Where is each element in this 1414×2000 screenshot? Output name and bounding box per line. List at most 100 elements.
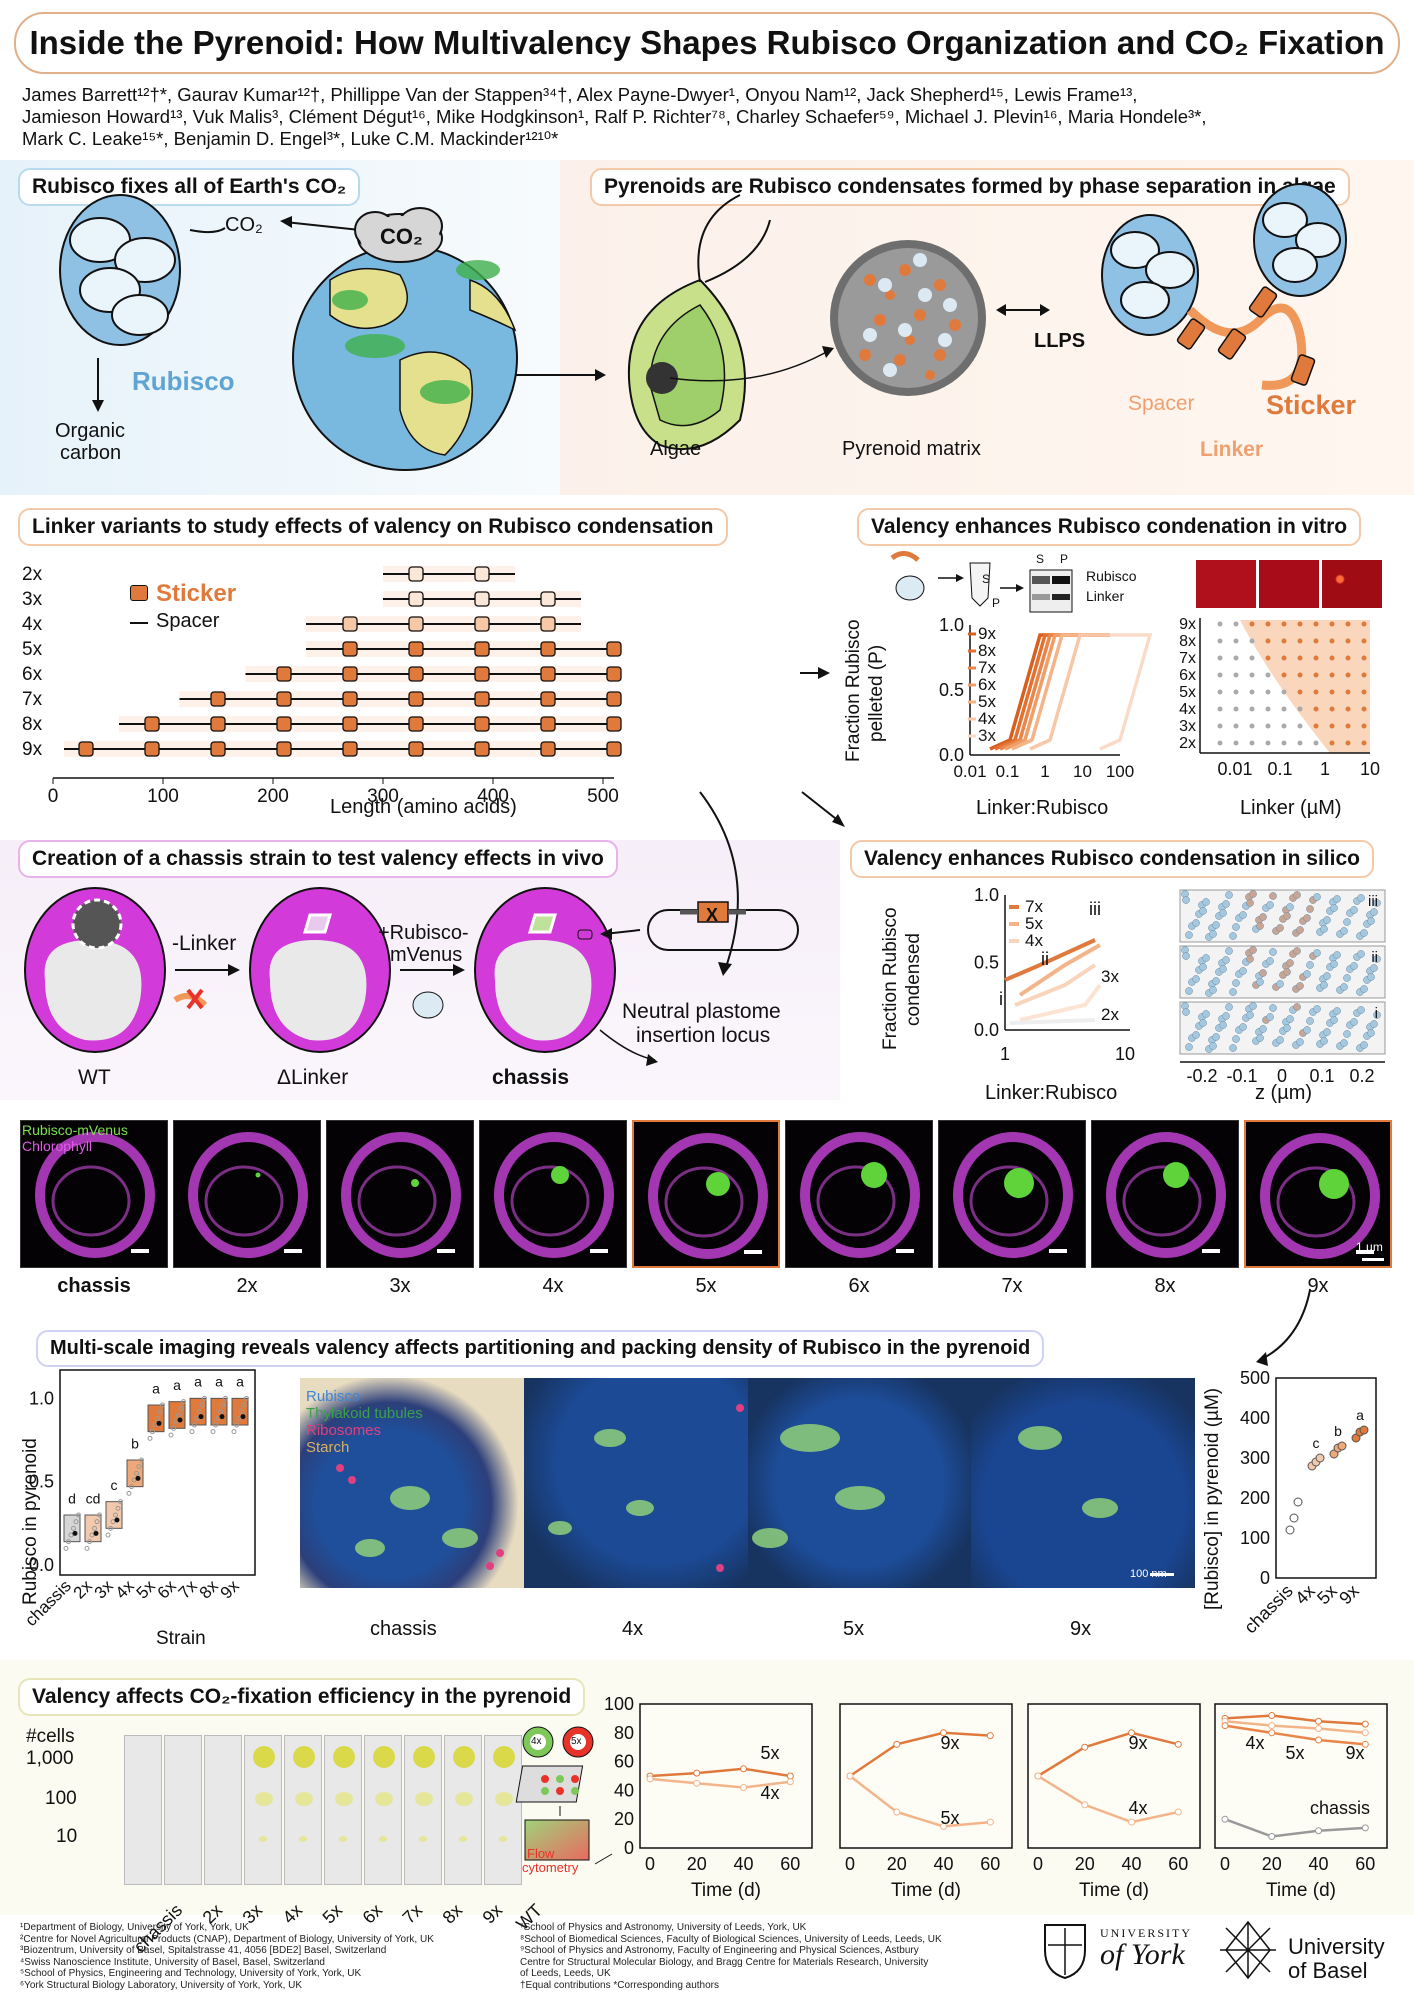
time-point — [1129, 1819, 1135, 1825]
sim-svg: iiiiii-0.2 -0.1 0 0.1 0.2 — [1180, 890, 1390, 1090]
vitro-x-tick: 0.1 — [996, 762, 1020, 781]
in-silico-curve-plot: 1.00.50.01 107x5x4x3x2xiiiiii — [1005, 895, 1145, 1045]
authors-line-3: Mark C. Leake¹⁵*, Benjamin D. Engel³*, L… — [22, 128, 558, 150]
time-xlabel: Time (d) — [691, 1880, 761, 1901]
sim-particle — [1323, 1028, 1330, 1035]
micrograph-label-7x: 7x — [938, 1275, 1086, 1298]
phase-point — [1330, 690, 1335, 695]
phase-point — [1330, 622, 1335, 627]
phase-point — [1314, 639, 1319, 644]
time-label: 5x — [760, 1743, 779, 1763]
sim-particle — [1360, 929, 1367, 936]
vitro-curve-4x — [1030, 635, 1110, 749]
sim-particle — [1367, 917, 1374, 924]
sim-particle — [1357, 950, 1364, 957]
partition-letter: d — [68, 1490, 76, 1506]
sim-particle — [1320, 981, 1327, 988]
sim-particle — [1306, 905, 1313, 912]
phase-point — [1298, 639, 1303, 644]
phase-point — [1266, 741, 1271, 746]
sim-particle — [1229, 932, 1236, 939]
time-point — [1362, 1825, 1368, 1831]
phase-point — [1266, 724, 1271, 729]
plate-3x — [204, 1735, 242, 1885]
sim-particle — [1357, 894, 1364, 901]
cells-label: #cells — [26, 1726, 75, 1748]
time-point — [894, 1809, 900, 1815]
sim-particle — [1199, 907, 1206, 914]
time-y-tick: 0 — [624, 1838, 634, 1858]
sticker-box — [475, 592, 489, 606]
time-plot-3: 0 20 40 60Time (d)9x4x — [1028, 1704, 1210, 1908]
micrograph-label-4x: 4x — [479, 1275, 627, 1298]
conc-y-tick: 400 — [1240, 1408, 1270, 1428]
sim-particle — [1246, 1011, 1253, 1018]
phase-point — [1234, 707, 1239, 712]
rubisco-mvenus-icon — [413, 992, 443, 1018]
authors-line-2: Jamieson Howard¹³, Vuk Malis³, Clément D… — [22, 106, 1207, 128]
time-point — [1269, 1713, 1275, 1719]
sim-particle — [1185, 987, 1192, 994]
silico-y-tick: 1.0 — [974, 885, 999, 905]
time-x-tick: 60 — [780, 1854, 800, 1874]
time-point — [1269, 1730, 1275, 1736]
co2-small-label: CO₂ — [225, 214, 263, 237]
phase-point — [1362, 741, 1367, 746]
sim-particle — [1219, 909, 1226, 916]
time-plot-frame — [1215, 1704, 1387, 1848]
phase-point — [1250, 724, 1255, 729]
time-plot-1: 1008060402000 20 40 60Time (d)5x4x — [640, 1704, 822, 1908]
micrograph-3x — [326, 1120, 474, 1268]
sim-particle — [1343, 974, 1350, 981]
sim-particle — [1283, 968, 1290, 975]
partition-letter: a — [194, 1374, 202, 1390]
arrow-to-tomo — [1160, 1250, 1360, 1370]
time-label: 4x — [1245, 1733, 1264, 1753]
partition-point — [127, 1491, 131, 1495]
chlorophyll-legend: Chlorophyll — [22, 1138, 92, 1154]
sim-particle — [1239, 911, 1246, 918]
sim-particle — [1239, 1023, 1246, 1030]
rubisco-protein-icon — [60, 195, 180, 345]
phase-row-label-2x: 2x — [1179, 735, 1196, 752]
vitro-xlabel: Linker:Rubisco — [976, 797, 1108, 820]
plate-2x — [164, 1735, 202, 1885]
sim-particle — [1360, 1041, 1367, 1048]
minus-linker-label: -Linker — [172, 932, 236, 956]
phase-point — [1250, 639, 1255, 644]
phase-point — [1314, 707, 1319, 712]
section-4-title: Valency enhances Rubisco condenation in … — [857, 508, 1361, 546]
rubisco-concentration-plot: 5004003002001000chassisc4xb5xa9x — [1240, 1378, 1380, 1598]
linker-label: Linker — [1200, 438, 1263, 462]
phase-point — [1218, 690, 1223, 695]
time-point — [987, 1819, 993, 1825]
sticker-box — [475, 617, 489, 631]
sim-particle — [1266, 957, 1273, 964]
phase-point — [1346, 639, 1351, 644]
micro-scalebar — [1362, 1258, 1384, 1261]
sticker-label: Sticker — [1266, 390, 1356, 421]
sim-particle — [1303, 1026, 1310, 1033]
vitro-x-tick: 100 — [1106, 762, 1134, 781]
conc-point — [1294, 1498, 1302, 1506]
partition-boxplot: 1.00.50.0dchassiscd2xc3xb4xa5xa6xa7xa8xa… — [40, 1370, 280, 1610]
time-point — [1269, 1833, 1275, 1839]
rubisco-mini-icon — [896, 576, 924, 600]
phase-point — [1234, 724, 1239, 729]
chassis-label: chassis — [492, 1066, 569, 1090]
time-point — [1362, 1721, 1368, 1727]
conc-x-tick: 9x — [1335, 1581, 1363, 1609]
time-x-tick: 20 — [887, 1854, 907, 1874]
phase-x-tick: 0.01 — [1217, 759, 1252, 779]
sim-particle — [1225, 1003, 1232, 1010]
sim-particle — [1293, 1003, 1300, 1010]
conc-letter: a — [1356, 1407, 1364, 1423]
phase-row-label-4x: 4x — [1179, 701, 1196, 718]
flow-label-1: Flow — [527, 1846, 554, 1861]
vitro-micrographs — [1196, 560, 1382, 608]
conc-y-tick: 200 — [1240, 1488, 1270, 1508]
vitro-x-tick: 0.01 — [953, 762, 986, 781]
time-x-tick: 40 — [1309, 1854, 1329, 1874]
z-tick: 0.1 — [1309, 1066, 1334, 1086]
sticker-box — [409, 617, 423, 631]
